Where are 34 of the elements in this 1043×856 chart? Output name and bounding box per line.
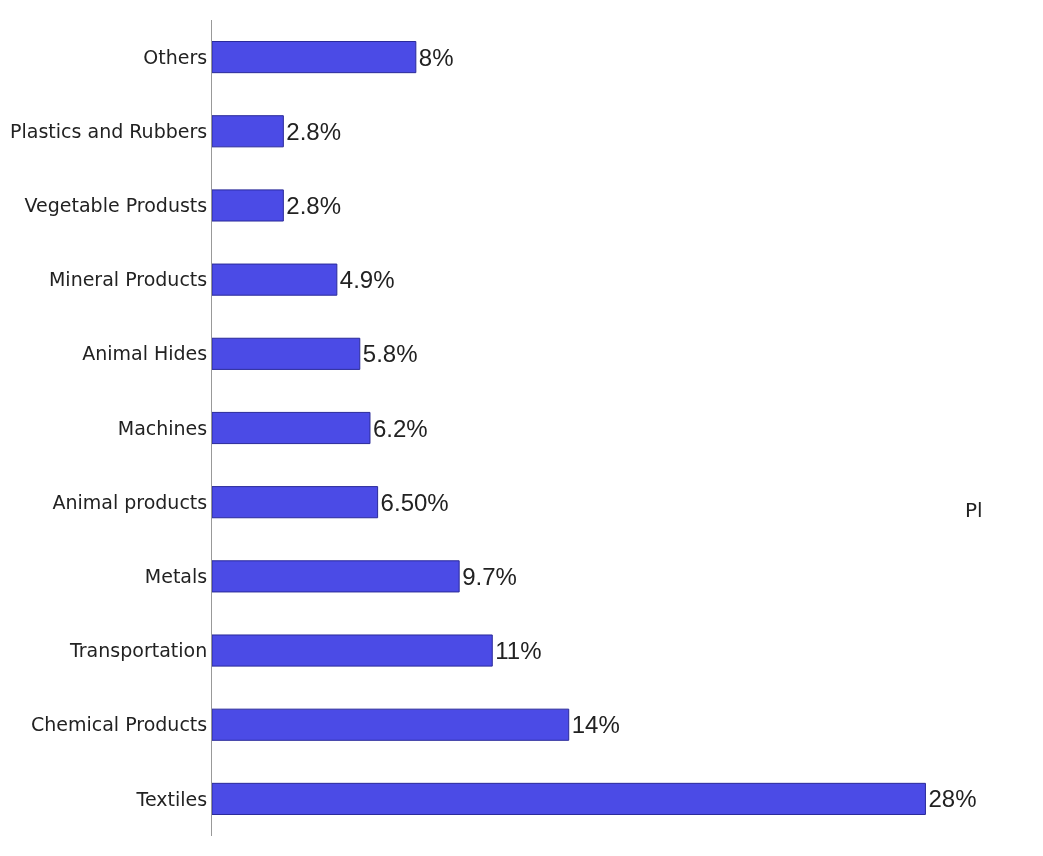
data-label: 28% xyxy=(928,785,977,813)
y-tick-label: Plastics and Rubbers xyxy=(10,119,208,142)
bar xyxy=(212,115,284,148)
data-label: 6.50% xyxy=(380,488,449,516)
text: Pl xyxy=(965,498,983,522)
y-tick-label: Animal Hides xyxy=(82,342,208,365)
y-tick-label: Mineral Products xyxy=(48,268,208,291)
y-tick-label: Textiles xyxy=(135,787,208,810)
data-label: 9.7% xyxy=(462,562,517,590)
bar xyxy=(212,782,926,815)
y-tick-label: Machines xyxy=(117,416,208,439)
data-label: 14% xyxy=(571,711,620,739)
bar xyxy=(212,189,284,222)
bar xyxy=(212,263,338,296)
y-tick-label: Animal products xyxy=(52,490,208,513)
data-label: 2.8% xyxy=(286,191,342,219)
bar xyxy=(212,337,361,370)
y-tick-label: Transportation xyxy=(69,639,208,662)
data-label: 8% xyxy=(418,43,454,71)
data-label: 4.9% xyxy=(339,266,395,294)
bar xyxy=(212,486,379,519)
y-tick-label: Others xyxy=(143,45,208,68)
data-label: 5.8% xyxy=(362,340,418,368)
bar xyxy=(212,708,570,741)
data-label: 2.8% xyxy=(286,117,342,145)
bar xyxy=(212,560,460,593)
bar xyxy=(212,411,371,445)
data-label: 11% xyxy=(495,637,542,665)
y-tick-label: Metals xyxy=(144,565,208,588)
bar xyxy=(212,41,417,74)
bar xyxy=(212,634,493,667)
y-tick-label: Chemical Products xyxy=(30,713,208,736)
y-tick-label: Vegetable Produsts xyxy=(24,194,208,217)
data-label: 6.2% xyxy=(372,414,428,442)
